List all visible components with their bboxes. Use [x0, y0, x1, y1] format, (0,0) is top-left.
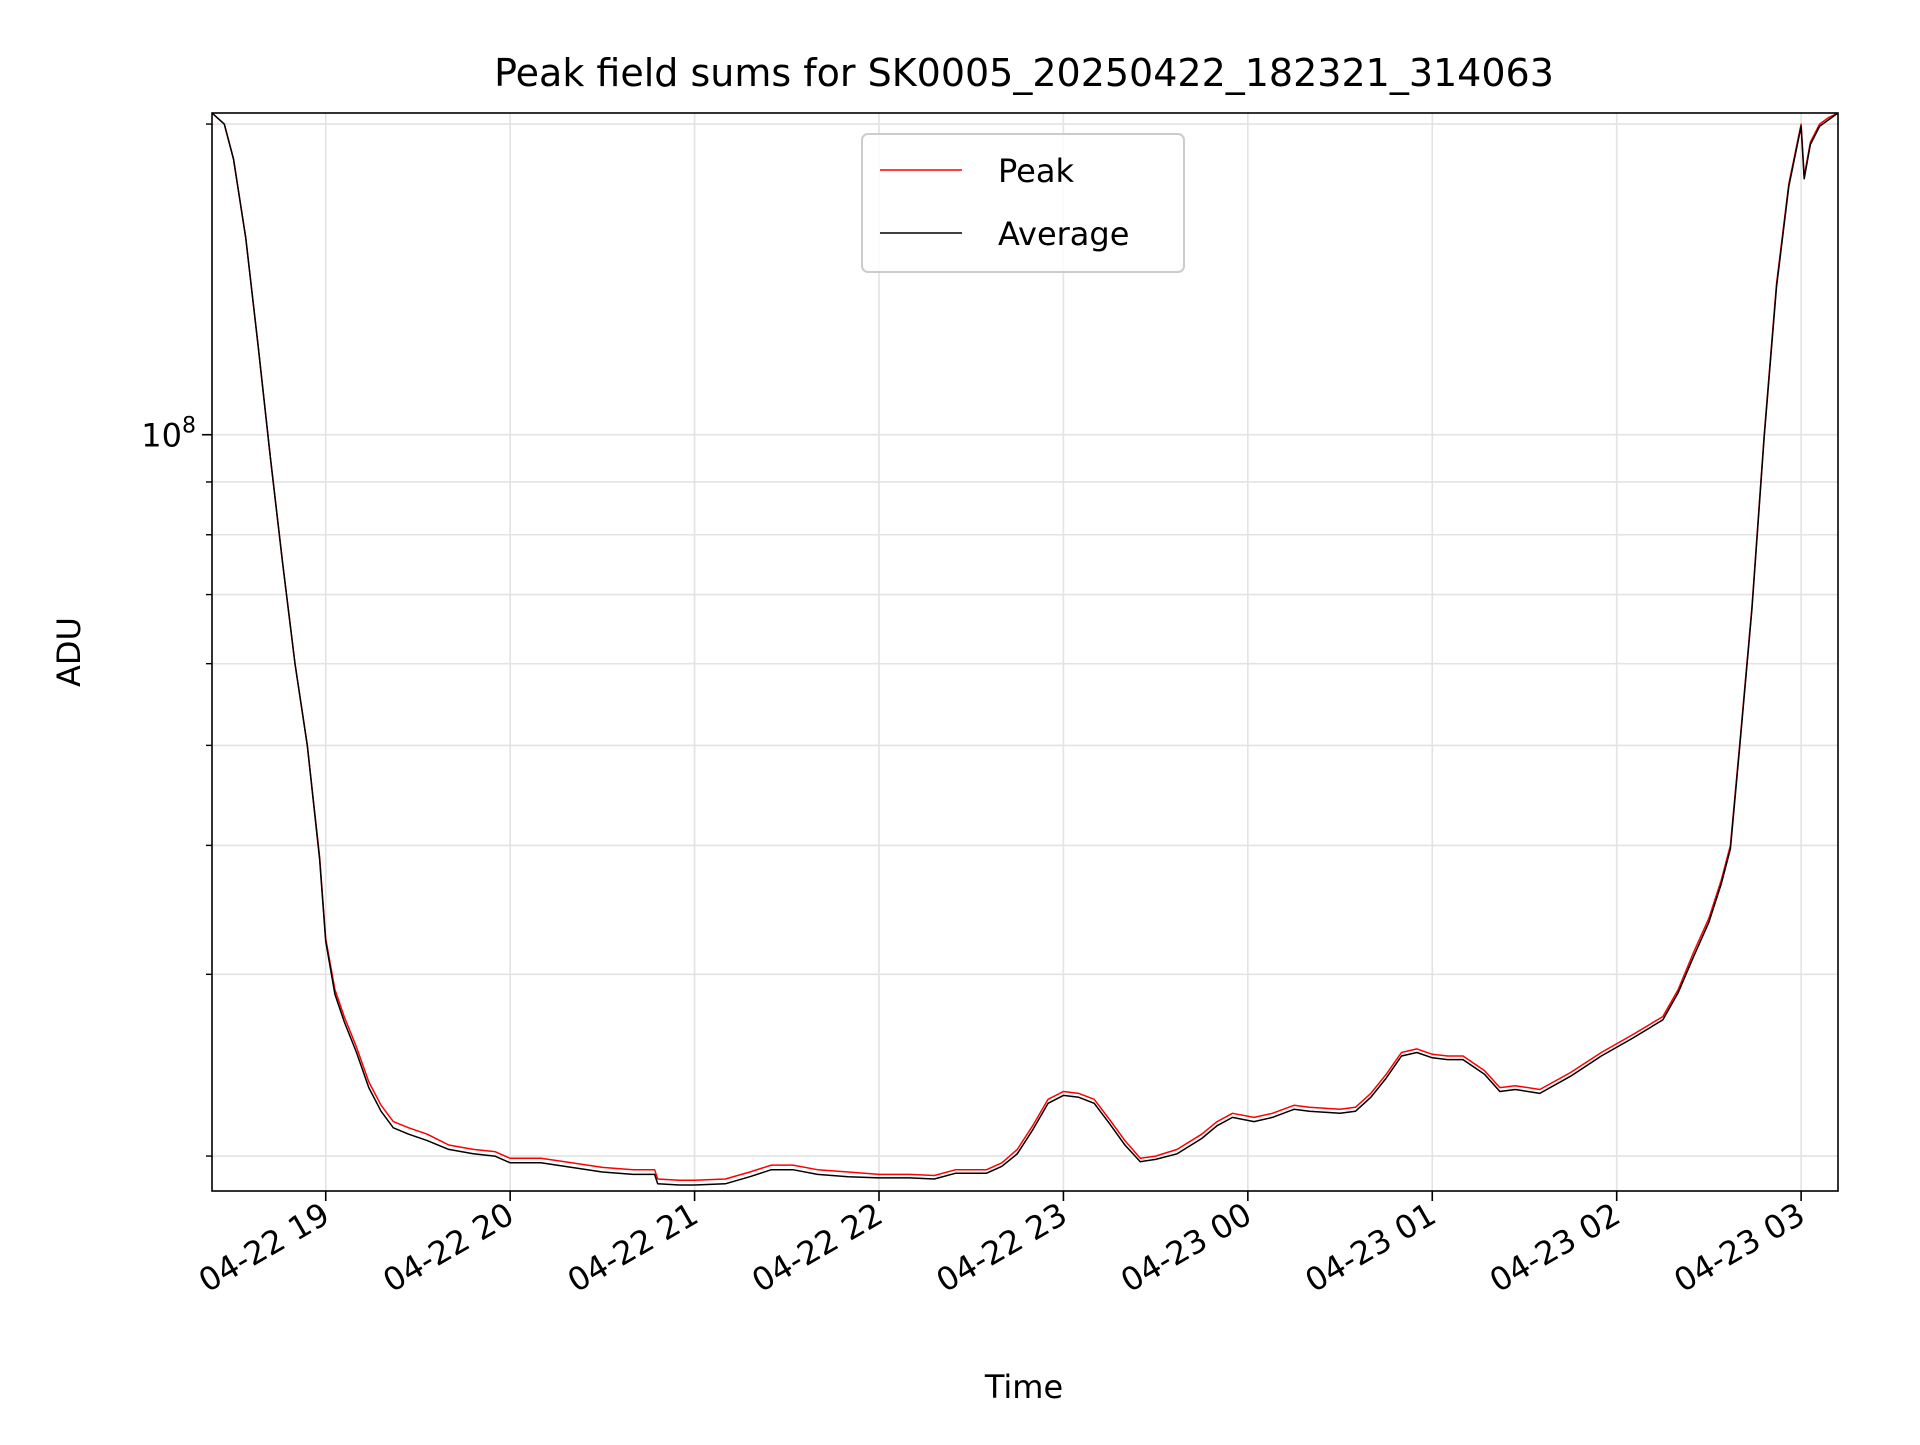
legend-box — [861, 133, 1185, 273]
grid-layer — [212, 113, 1838, 1191]
series-line-average — [211, 112, 1839, 1186]
series-layer — [211, 112, 1839, 1186]
x-axis-label: Time — [984, 1368, 1063, 1406]
chart-title: Peak field sums for SK0005_20250422_1823… — [494, 51, 1554, 95]
legend-peak-label: Peak — [998, 152, 1074, 190]
y-tick-label: 108 — [141, 414, 196, 455]
legend: Peak Average — [861, 133, 1185, 273]
series-line-peak — [211, 112, 1839, 1181]
y-axis-label: ADU — [50, 617, 88, 687]
legend-average-label: Average — [998, 215, 1129, 253]
axes-frame — [211, 112, 1839, 1192]
